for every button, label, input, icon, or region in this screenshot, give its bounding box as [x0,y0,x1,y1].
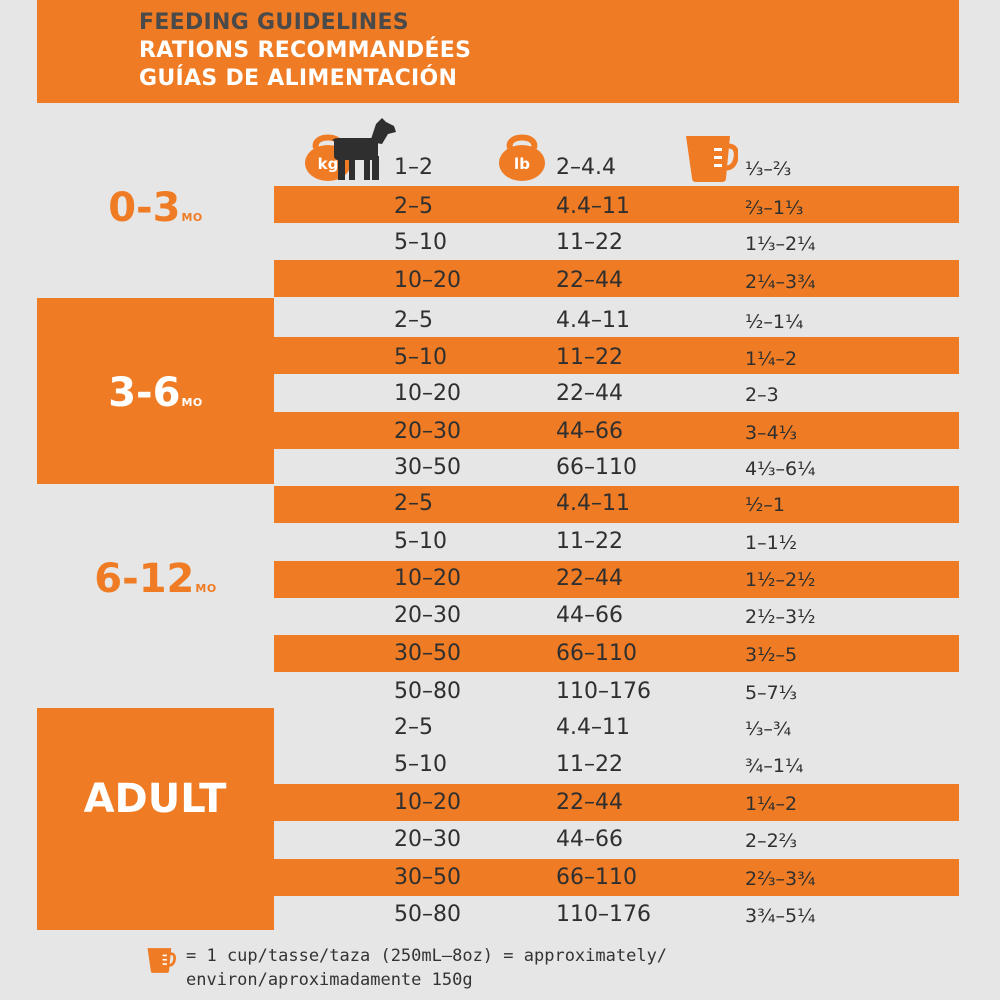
kg-cell: 5–10 [394,345,447,370]
kettlebell-icon: lb [499,134,545,181]
lb-cell: 11–22 [556,230,623,255]
cup-cell: 2⅔–3¾ [745,868,816,890]
cup-cell: 2–2⅔ [745,830,798,852]
cup-cell: 3½–5 [745,644,798,666]
cup-cell: 1¼–2 [745,793,798,815]
cup-cell: 3–4⅓ [745,422,798,444]
header-banner: FEEDING GUIDELINES RATIONS RECOMMANDÉES … [37,0,959,103]
kg-cell: 50–80 [394,679,461,704]
row-stripe [274,635,959,672]
footer-line: environ/aproximadamente 150g [186,970,473,990]
kg-cell: 30–50 [394,641,461,666]
row-stripe [274,784,959,821]
lb-cell: 22–44 [556,268,623,293]
lb-cell: 4.4–11 [556,715,630,740]
kg-cell: 5–10 [394,752,447,777]
cup-cell: 3¾–5¼ [745,905,816,927]
kg-cell: 2–5 [394,491,433,516]
title-french: RATIONS RECOMMANDÉES [139,38,472,63]
age-label: 6-12 MO [37,557,274,611]
lb-cell: 110–176 [556,902,651,927]
lb-cell: 4.4–11 [556,308,630,333]
title-spanish: GUÍAS DE ALIMENTACIÓN [139,66,458,91]
kg-cell: 20–30 [394,603,461,628]
lb-cell: 11–22 [556,345,623,370]
cup-cell: 2½–3½ [745,606,816,628]
lb-label: lb [514,155,530,173]
cup-cell: ⅔–1⅓ [745,197,804,219]
kg-cell: 30–50 [394,455,461,480]
lb-cell: 44–66 [556,419,623,444]
cup-cell: 2¼–3¾ [745,271,816,293]
cup-cell: 1⅓–2¼ [745,233,816,255]
kg-cell: 5–10 [394,529,447,554]
row-stripe [274,859,959,896]
cup-cell: ¾–1¼ [745,755,804,777]
lb-cell: 4.4–11 [556,194,630,219]
lb-cell: 66–110 [556,641,637,666]
kg-cell: 5–10 [394,230,447,255]
cup-cell: ⅓–⅔ [745,158,792,180]
age-label: 3-6 MO [37,371,274,425]
measuring-cup-icon [686,136,738,182]
age-block-adult [37,708,274,930]
lb-cell: 66–110 [556,455,637,480]
age-unit: MO [181,211,203,224]
cup-cell: ½–1 [745,494,786,516]
lb-cell: 66–110 [556,865,637,890]
kg-cell: 1–2 [394,155,433,180]
row-stripe [274,337,959,374]
age-value: 3-6 [108,370,181,416]
cup-cell: 5–7⅓ [745,682,798,704]
cup-cell: 1½–2½ [745,569,816,591]
kg-cell: 10–20 [394,268,461,293]
kg-cell: 50–80 [394,902,461,927]
kg-cell: 10–20 [394,381,461,406]
lb-cell: 110–176 [556,679,651,704]
row-stripe [274,412,959,449]
age-value: 6-12 [94,556,195,602]
kg-cell: 10–20 [394,566,461,591]
age-value: 0-3 [108,185,181,231]
age-block-3-6 [37,298,274,484]
age-unit: MO [195,582,217,595]
row-stripe [274,260,959,297]
cup-cell: ½–1¼ [745,311,804,333]
age-value: ADULT [83,776,227,822]
lb-cell: 22–44 [556,381,623,406]
row-stripe [274,186,959,223]
kg-cell: 10–20 [394,790,461,815]
kg-cell: 20–30 [394,827,461,852]
cup-cell: ⅓–¾ [745,718,792,740]
lb-cell: 44–66 [556,603,623,628]
age-label: ADULT [37,777,274,821]
kg-cell: 2–5 [394,194,433,219]
footer-note: = 1 cup/tasse/taza (250mL–8oz) = approxi… [186,944,746,992]
lb-cell: 2–4.4 [556,155,616,180]
age-label: 0-3 MO [37,186,274,240]
row-stripe [274,486,959,523]
kg-cell: 2–5 [394,715,433,740]
cup-cell: 2–3 [745,384,779,406]
lb-cell: 44–66 [556,827,623,852]
kg-cell: 20–30 [394,419,461,444]
lb-cell: 22–44 [556,790,623,815]
kg-cell: 2–5 [394,308,433,333]
measuring-cup-icon [147,948,176,973]
lb-cell: 4.4–11 [556,491,630,516]
footer-line: = 1 cup/tasse/taza (250mL–8oz) = approxi… [186,946,668,966]
title-english: FEEDING GUIDELINES [139,10,409,35]
cup-cell: 1–1½ [745,532,798,554]
lb-cell: 11–22 [556,529,623,554]
kg-cell: 30–50 [394,865,461,890]
age-unit: MO [181,396,203,409]
dog-icon [332,118,396,180]
cup-cell: 1¼–2 [745,348,798,370]
cup-cell: 4⅓–6¼ [745,458,816,480]
kg-label: kg [318,155,339,173]
lb-cell: 11–22 [556,752,623,777]
row-stripe [274,561,959,598]
lb-cell: 22–44 [556,566,623,591]
